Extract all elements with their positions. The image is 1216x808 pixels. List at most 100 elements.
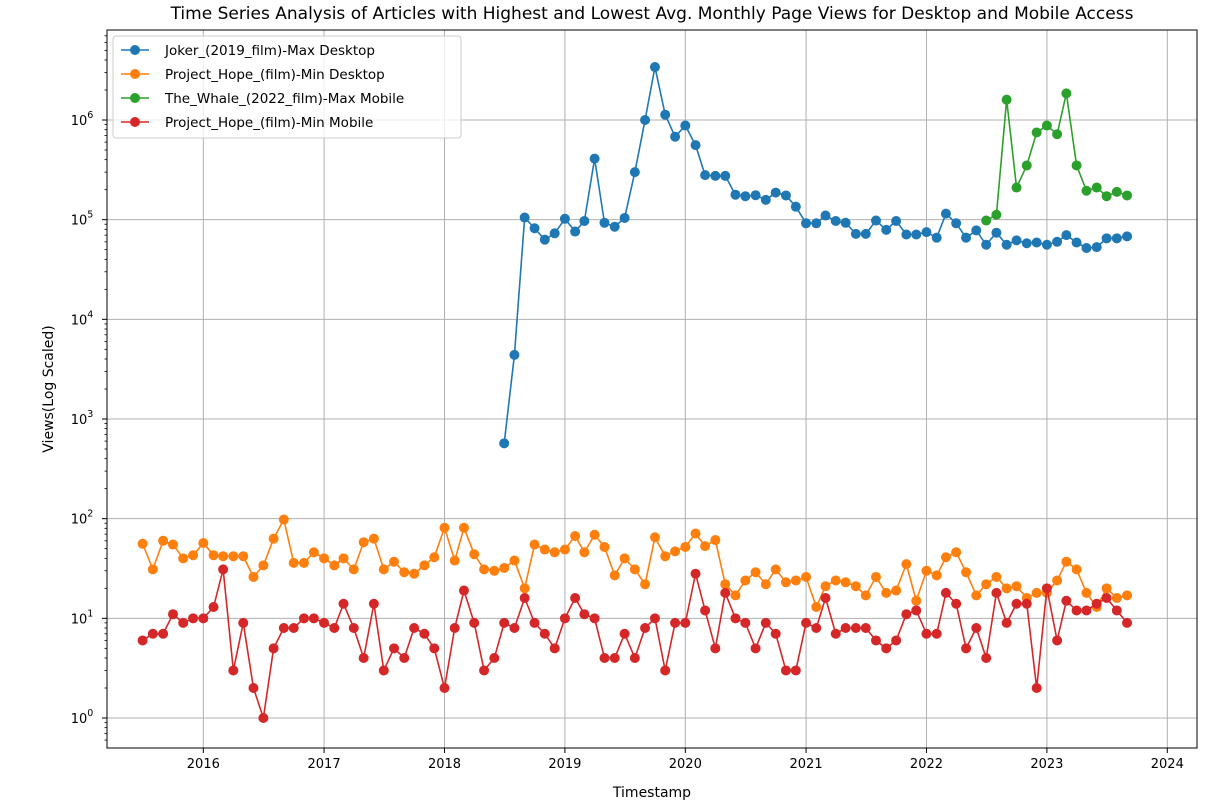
data-point — [710, 643, 721, 654]
data-point — [750, 567, 761, 578]
data-point — [1122, 617, 1133, 628]
data-point — [167, 609, 178, 620]
data-point — [750, 643, 761, 654]
series-2 — [981, 88, 1133, 226]
data-point — [147, 564, 158, 575]
data-point — [1021, 238, 1032, 249]
data-point — [609, 221, 620, 232]
data-point — [549, 228, 560, 239]
x-tick-label: 2021 — [790, 757, 823, 772]
data-point — [680, 120, 691, 131]
data-point — [519, 592, 530, 603]
y-tick-label: 106 — [71, 110, 94, 129]
data-point — [338, 598, 349, 609]
data-point — [860, 622, 871, 633]
data-point — [1052, 575, 1063, 586]
data-point — [158, 628, 169, 639]
data-point — [368, 598, 379, 609]
data-point — [329, 560, 340, 571]
y-tick-label: 102 — [71, 509, 94, 528]
data-point — [730, 613, 741, 624]
data-point — [811, 218, 822, 229]
data-point — [409, 568, 420, 579]
data-point — [218, 564, 229, 575]
data-point — [409, 622, 420, 633]
y-tick-label: 103 — [71, 409, 94, 428]
data-point — [660, 109, 671, 120]
data-point — [981, 215, 992, 226]
data-point — [629, 167, 640, 178]
data-point — [1041, 239, 1052, 250]
data-point — [850, 228, 861, 239]
data-point — [1052, 236, 1063, 247]
data-point — [439, 522, 450, 533]
data-point — [1122, 190, 1133, 201]
data-point — [1052, 129, 1063, 140]
data-point — [248, 683, 259, 693]
data-point — [228, 665, 239, 676]
data-point — [1071, 605, 1082, 616]
data-point — [619, 628, 630, 639]
data-point — [951, 598, 962, 609]
data-point — [238, 617, 249, 628]
x-tick-label: 2023 — [1030, 757, 1063, 772]
data-point — [338, 553, 349, 564]
data-point — [871, 215, 881, 226]
data-point — [469, 617, 480, 628]
data-point — [589, 613, 600, 624]
data-point — [1122, 590, 1133, 601]
data-point — [640, 115, 651, 126]
data-point — [850, 622, 861, 633]
data-point — [509, 622, 520, 633]
data-point — [429, 643, 440, 654]
data-point — [720, 170, 731, 181]
x-axis-title: Timestamp — [612, 785, 691, 801]
data-point — [750, 190, 761, 201]
data-point — [961, 567, 972, 578]
data-point — [599, 652, 610, 663]
data-point — [1001, 239, 1012, 250]
data-point — [368, 533, 379, 544]
data-point — [881, 587, 892, 598]
data-point — [238, 551, 249, 562]
data-point — [951, 547, 962, 558]
legend-label: Joker_(2019_film)-Max Desktop — [164, 43, 375, 59]
data-point — [1011, 182, 1022, 193]
data-point — [730, 189, 741, 200]
data-point — [458, 522, 469, 533]
data-point — [499, 562, 510, 573]
data-point — [188, 550, 199, 561]
data-point — [1061, 88, 1072, 99]
data-point — [670, 131, 681, 142]
data-point — [710, 170, 721, 181]
data-point — [1021, 160, 1032, 171]
data-point — [599, 217, 610, 228]
data-point — [589, 153, 600, 164]
x-tick-label: 2018 — [428, 757, 461, 772]
data-point — [740, 617, 751, 628]
data-point — [1122, 231, 1133, 242]
data-point — [549, 643, 560, 654]
data-point — [720, 587, 731, 598]
legend-marker — [130, 93, 140, 103]
data-point — [288, 622, 299, 633]
data-point — [1071, 564, 1082, 575]
data-point — [670, 546, 681, 557]
data-point — [649, 62, 660, 73]
data-point — [208, 601, 219, 612]
legend-item: The_Whale_(2022_film)-Max Mobile — [121, 91, 404, 107]
data-point — [439, 683, 450, 693]
data-point — [1011, 235, 1022, 246]
data-point — [940, 208, 951, 219]
data-point — [881, 224, 892, 235]
chart-title: Time Series Analysis of Articles with Hi… — [170, 4, 1134, 24]
data-point — [1101, 592, 1112, 603]
data-point — [449, 555, 460, 566]
data-point — [268, 643, 279, 654]
data-point — [660, 665, 671, 676]
data-point — [1081, 587, 1092, 598]
data-point — [881, 643, 892, 654]
data-point — [790, 665, 801, 676]
data-point — [278, 622, 289, 633]
data-point — [901, 559, 912, 570]
